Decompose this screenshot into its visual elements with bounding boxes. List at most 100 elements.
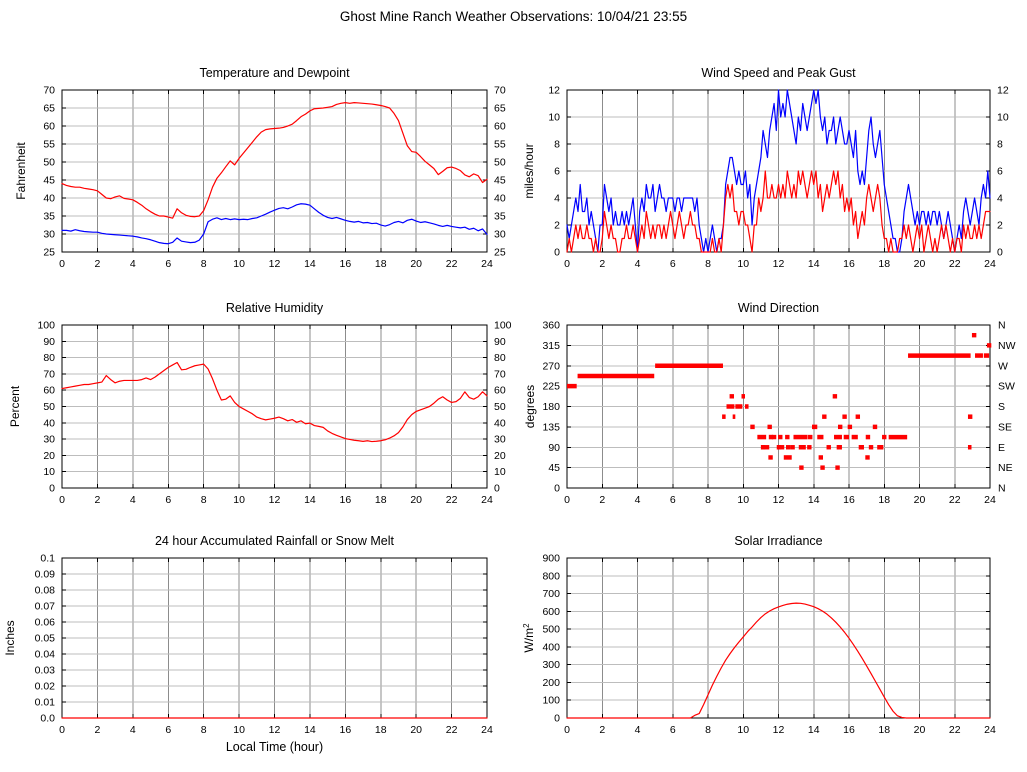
solar-irradiance-plot: 0 2 4 6 8 10 12 14 16 18 20 22 240100200300400500600… [522, 534, 996, 736]
svg-text:8: 8 [705, 258, 711, 270]
svg-text:Wind Speed and Peak Gust: Wind Speed and Peak Gust [701, 66, 856, 80]
svg-text:2: 2 [94, 258, 100, 270]
svg-text:0: 0 [494, 483, 500, 495]
svg-text:20: 20 [914, 724, 926, 736]
svg-text:40: 40 [494, 417, 506, 429]
svg-text:100: 100 [37, 320, 55, 332]
svg-text:30: 30 [494, 229, 506, 241]
svg-text:SW: SW [998, 381, 1015, 393]
svg-text:70: 70 [43, 368, 55, 380]
svg-text:50: 50 [494, 401, 506, 413]
svg-text:0.05: 0.05 [35, 633, 56, 645]
svg-text:18: 18 [878, 724, 890, 736]
page-title: Ghost Mine Ranch Weather Observations: 1… [339, 9, 688, 24]
svg-text:0: 0 [554, 483, 560, 495]
svg-text:22: 22 [446, 724, 458, 736]
svg-text:12: 12 [773, 258, 785, 270]
svg-text:18: 18 [375, 494, 387, 506]
svg-text:12: 12 [269, 258, 281, 270]
svg-text:Inches: Inches [3, 620, 17, 655]
svg-text:24: 24 [984, 494, 996, 506]
svg-text:Temperature and Dewpoint: Temperature and Dewpoint [199, 66, 350, 80]
svg-text:4: 4 [635, 494, 641, 506]
svg-text:20: 20 [494, 450, 506, 462]
rainfall-plot: 0 2 4 6 8 10 12 14 16 18 20 22 240.00.010.020.030.04… [3, 534, 493, 754]
svg-text:22: 22 [949, 494, 961, 506]
svg-text:100: 100 [542, 695, 560, 707]
svg-text:80: 80 [494, 352, 506, 364]
svg-text:2: 2 [554, 220, 560, 232]
svg-text:NW: NW [998, 340, 1016, 352]
svg-text:40: 40 [43, 417, 55, 429]
relative-humidity-chart: 0 2 4 6 8 10 12 14 16 18 20 22 24 0 0 10 10 20 20 30 30 40 40 5… [0, 290, 513, 522]
svg-text:16: 16 [843, 258, 855, 270]
svg-text:200: 200 [542, 677, 560, 689]
svg-text:30: 30 [494, 434, 506, 446]
svg-text:10: 10 [737, 494, 749, 506]
svg-text:315: 315 [542, 340, 560, 352]
svg-text:8: 8 [554, 139, 560, 151]
svg-text:NE: NE [998, 462, 1013, 474]
svg-text:800: 800 [542, 570, 560, 582]
svg-text:18: 18 [878, 258, 890, 270]
svg-text:12: 12 [997, 85, 1009, 97]
svg-text:12: 12 [773, 724, 785, 736]
svg-text:90: 90 [494, 336, 506, 348]
svg-text:4: 4 [130, 258, 136, 270]
svg-text:45: 45 [43, 175, 55, 187]
svg-text:90: 90 [548, 442, 560, 454]
svg-text:90: 90 [43, 336, 55, 348]
svg-text:35: 35 [43, 211, 55, 223]
svg-text:0: 0 [554, 713, 560, 725]
svg-text:2: 2 [997, 220, 1003, 232]
svg-text:24 hour Accumulated Rainfall o: 24 hour Accumulated Rainfall or Snow Mel… [155, 534, 395, 548]
svg-text:900: 900 [542, 553, 560, 565]
svg-text:24: 24 [481, 258, 493, 270]
svg-text:10: 10 [997, 112, 1009, 124]
svg-text:2: 2 [599, 258, 605, 270]
svg-text:20: 20 [43, 450, 55, 462]
svg-text:Wind Direction: Wind Direction [738, 301, 819, 315]
svg-text:22: 22 [446, 494, 458, 506]
svg-text:6: 6 [670, 494, 676, 506]
svg-text:80: 80 [43, 352, 55, 364]
svg-text:14: 14 [304, 494, 316, 506]
svg-text:2: 2 [94, 724, 100, 736]
svg-text:45: 45 [548, 462, 560, 474]
svg-text:16: 16 [339, 258, 351, 270]
svg-text:14: 14 [808, 724, 820, 736]
svg-text:S: S [998, 401, 1005, 413]
svg-text:Fahrenheit: Fahrenheit [14, 142, 28, 200]
svg-text:0.08: 0.08 [35, 585, 56, 597]
svg-text:SE: SE [998, 421, 1012, 433]
svg-text:Percent: Percent [8, 385, 22, 427]
svg-text:6: 6 [997, 166, 1003, 178]
temperature-dewpoint-chart: 0 2 4 6 8 10 12 14 16 18 20 22 24 25 25 30 30 35 35 40 40 45 4… [0, 55, 513, 280]
svg-text:135: 135 [542, 421, 560, 433]
svg-text:65: 65 [494, 103, 506, 115]
svg-text:0: 0 [59, 494, 65, 506]
rainfall-chart: 0 2 4 6 8 10 12 14 16 18 20 22 24 0.0 0.01 0.02 0.03 0.04… [0, 523, 513, 772]
svg-text:24: 24 [984, 724, 996, 736]
svg-text:16: 16 [339, 494, 351, 506]
svg-text:10: 10 [548, 112, 560, 124]
svg-text:100: 100 [494, 320, 512, 332]
svg-text:0.03: 0.03 [35, 665, 56, 677]
svg-text:22: 22 [446, 258, 458, 270]
svg-text:0.01: 0.01 [35, 697, 56, 709]
svg-text:Local Time (hour): Local Time (hour) [226, 740, 323, 754]
svg-text:Solar Irradiance: Solar Irradiance [734, 534, 822, 548]
svg-text:8: 8 [201, 494, 207, 506]
svg-text:E: E [998, 442, 1005, 454]
svg-text:12: 12 [773, 494, 785, 506]
svg-text:2: 2 [94, 494, 100, 506]
svg-text:2: 2 [599, 724, 605, 736]
svg-text:20: 20 [410, 494, 422, 506]
svg-text:0: 0 [564, 494, 570, 506]
wind-direction-chart: 0 2 4 6 8 10 12 14 16 18 20 22 24 0 45 90 135 180 225 270 31… [513, 290, 1027, 522]
svg-text:10: 10 [233, 494, 245, 506]
svg-text:24: 24 [481, 724, 493, 736]
svg-text:35: 35 [494, 211, 506, 223]
svg-text:8: 8 [705, 724, 711, 736]
